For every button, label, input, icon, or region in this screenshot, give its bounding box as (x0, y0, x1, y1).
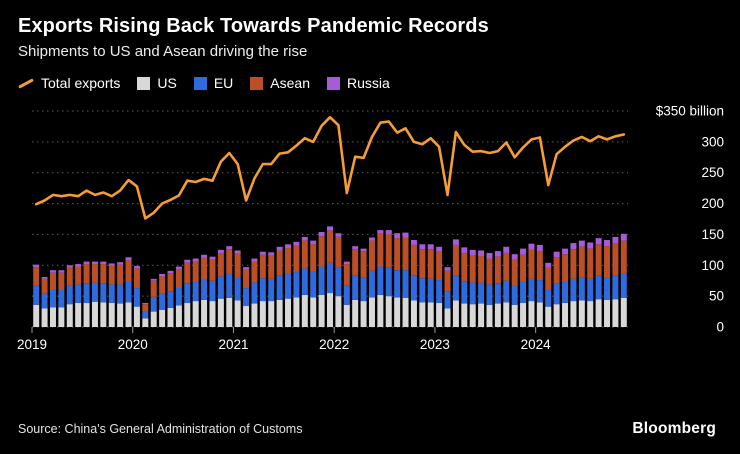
chart-subtitle: Shipments to US and Asean driving the ri… (18, 43, 308, 60)
legend: Total exports US EU Asean Russia (0, 60, 740, 91)
legend-item-russia[interactable]: Russia (326, 75, 390, 91)
x-axis-label: 2022 (319, 337, 349, 352)
box-swatch-icon (137, 76, 151, 90)
chart-title: Exports Rising Back Towards Pandemic Rec… (18, 15, 489, 37)
source-text: Source: China's General Administration o… (18, 422, 303, 436)
box-swatch-icon (193, 76, 207, 90)
x-axis-label: 2024 (521, 337, 552, 352)
legend-item-us[interactable]: US (137, 75, 177, 91)
legend-label: EU (213, 75, 234, 91)
y-axis-label: 100 (701, 258, 724, 273)
legend-label: Total exports (41, 75, 121, 91)
y-axis-label: 150 (701, 227, 724, 242)
legend-item-total-exports[interactable]: Total exports (18, 75, 120, 91)
chart-area: 0 50 100 150 200 250 300 $350 billion 2019 2020 20… (0, 91, 740, 360)
y-axis-label: $350 billion (656, 104, 724, 119)
legend-label: US (157, 75, 177, 91)
line-swatch-icon (18, 77, 34, 89)
box-swatch-icon (250, 76, 264, 90)
y-axis-label: 50 (709, 289, 724, 304)
x-axis-label: 2023 (420, 337, 450, 352)
box-swatch-icon (326, 76, 340, 90)
footer: Source: China's General Administration o… (0, 420, 740, 454)
x-axis-label: 2020 (118, 337, 148, 352)
y-axis-label: 300 (701, 134, 724, 149)
legend-item-eu[interactable]: EU (193, 75, 234, 91)
legend-label: Russia (346, 75, 390, 91)
chart-header: Exports Rising Back Towards Pandemic Rec… (0, 0, 740, 60)
bloomberg-logo: Bloomberg (632, 420, 716, 437)
y-axis-label: 250 (701, 165, 724, 180)
x-axis-label: 2019 (17, 337, 47, 352)
total-exports-line (34, 115, 626, 220)
x-axis-label: 2021 (218, 337, 248, 352)
legend-label: Asean (270, 75, 310, 91)
y-axis-label: 200 (701, 196, 724, 211)
legend-item-asean[interactable]: Asean (250, 75, 310, 91)
exports-combo-chart: 0 50 100 150 200 250 300 $350 billion 2019 2020 20… (17, 104, 724, 353)
y-axis-label: 0 (716, 320, 724, 335)
